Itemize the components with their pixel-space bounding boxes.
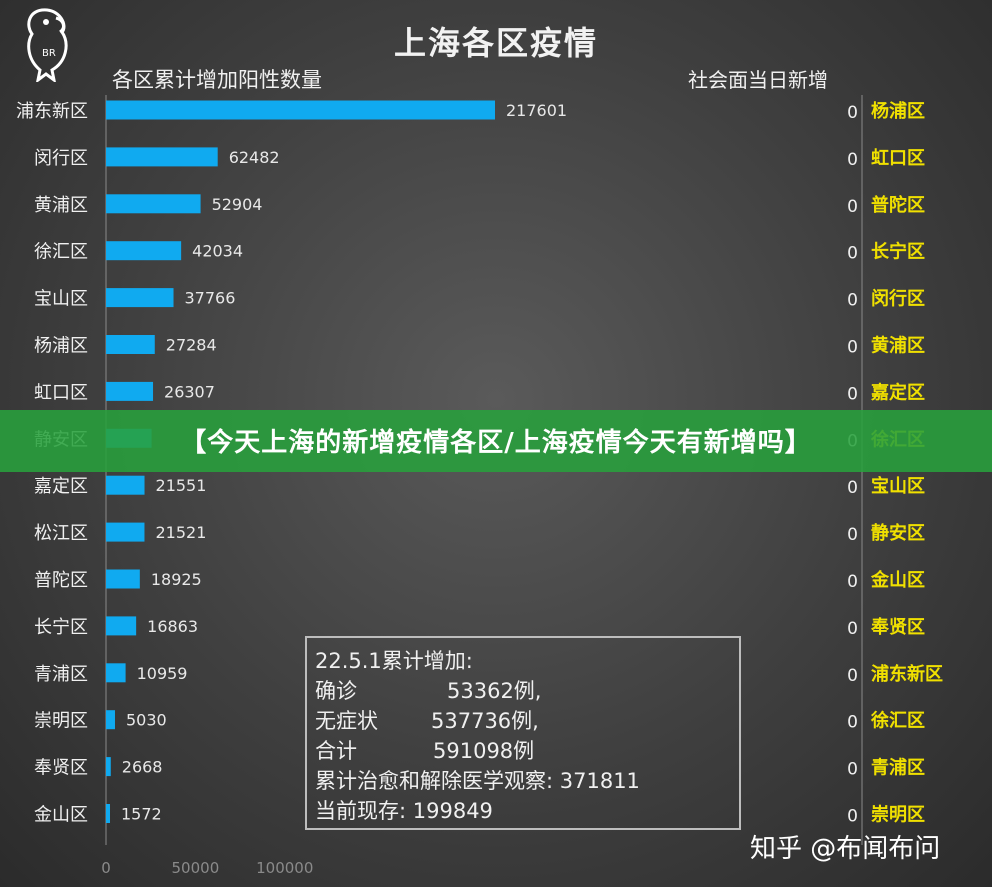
title-banner: [0, 410, 992, 472]
right-bar-value-label: 0: [847, 478, 858, 498]
bar-value-label: 10959: [137, 664, 188, 683]
bar: [106, 288, 174, 308]
bar: [106, 757, 111, 777]
bar-value-label: 62482: [229, 148, 280, 167]
bar: [106, 335, 155, 354]
bar: [106, 710, 115, 730]
right-category-label: 静安区: [871, 522, 925, 544]
category-label: 宝山区: [34, 289, 88, 310]
x-tick-label: 50000: [172, 859, 220, 877]
bar-value-label: 37766: [185, 289, 236, 308]
category-label: 青浦区: [34, 664, 88, 685]
cumulative-info-box: 22.5.1累计增加: 确诊 53362例, 无症状 537736例, 合计 5…: [305, 636, 741, 830]
right-chart-subtitle: 社会面当日新增: [688, 68, 828, 92]
right-bar-value-label: 0: [847, 103, 858, 123]
left-chart-subtitle: 各区累计增加阳性数量: [112, 68, 322, 92]
category-label: 崇明区: [34, 711, 88, 732]
right-category-label: 嘉定区: [870, 381, 925, 403]
right-bar-value-label: 0: [847, 150, 858, 170]
bar: [106, 616, 137, 636]
bar: [106, 194, 201, 214]
right-category-label: 徐汇区: [870, 710, 925, 732]
right-bar-value-label: 0: [847, 244, 858, 264]
parrot-logo: BR: [16, 4, 80, 84]
right-category-label: 金山区: [870, 569, 925, 591]
right-category-label: 浦东新区: [871, 663, 943, 685]
right-bar-value-label: 0: [847, 807, 858, 827]
bar-value-label: 26307: [164, 382, 215, 401]
logo-text: BR: [42, 48, 56, 59]
watermark: 知乎 @布闻布问: [750, 834, 941, 864]
bar-value-label: 52904: [212, 195, 263, 214]
bar: [106, 100, 495, 120]
right-category-label: 普陀区: [871, 194, 925, 216]
right-bar-value-label: 0: [847, 666, 858, 686]
bar-value-label: 18925: [151, 570, 202, 589]
category-label: 金山区: [34, 805, 88, 826]
bar: [106, 381, 154, 401]
category-label: 徐汇区: [34, 242, 88, 263]
right-bar-value-label: 0: [847, 197, 858, 217]
right-bar-value-label: 0: [847, 291, 858, 311]
bar: [106, 569, 140, 589]
right-bar-value-label: 0: [847, 384, 858, 404]
category-label: 嘉定区: [34, 476, 88, 497]
x-tick-label: 0: [101, 859, 111, 877]
right-category-label: 虹口区: [871, 147, 925, 169]
bar-value-label: 21521: [155, 523, 206, 542]
right-category-label: 崇明区: [871, 804, 925, 826]
bar-value-label: 42034: [192, 242, 243, 261]
bar-value-label: 21551: [156, 476, 207, 495]
info-value-asymptomatic: 537736例,: [431, 709, 539, 733]
right-category-label: 宝山区: [871, 475, 925, 497]
bar-value-label: 27284: [166, 336, 217, 355]
banner-text: 【今天上海的新增疫情各区/上海疫情今天有新增吗】: [180, 428, 812, 458]
right-category-label: 奉贤区: [870, 616, 925, 638]
category-label: 奉贤区: [34, 758, 88, 779]
info-value-confirmed: 53362例,: [447, 679, 542, 703]
info-label-confirmed: 确诊: [315, 679, 357, 703]
right-category-label: 长宁区: [871, 241, 925, 263]
bar: [106, 147, 218, 167]
category-label: 松江区: [34, 523, 88, 544]
bar: [106, 241, 182, 261]
right-category-label: 杨浦区: [871, 100, 925, 122]
info-value-total: 591098例: [433, 739, 535, 763]
right-bar-value-label: 0: [847, 760, 858, 780]
info-current: 当前现存: 199849: [315, 799, 493, 823]
category-label: 浦东新区: [16, 101, 88, 122]
bar-value-label: 217601: [506, 101, 567, 120]
bar: [106, 663, 126, 683]
bar: [106, 475, 145, 495]
bar-value-label: 5030: [126, 711, 167, 730]
right-bar-value-label: 0: [847, 619, 858, 639]
category-label: 闵行区: [34, 148, 88, 169]
category-label: 虹口区: [34, 382, 88, 403]
right-category-label: 黄浦区: [871, 335, 925, 357]
info-recovered: 累计治愈和解除医学观察: 371811: [315, 769, 640, 793]
chart-title: 上海各区疫情: [393, 24, 598, 62]
category-label: 杨浦区: [34, 336, 88, 357]
right-bar-value-label: 0: [847, 572, 858, 592]
right-category-label: 闵行区: [871, 288, 925, 310]
x-tick-label: 100000: [256, 859, 313, 877]
bar: [106, 804, 110, 823]
info-label-asymptomatic: 无症状: [315, 709, 378, 733]
bar-value-label: 1572: [121, 805, 162, 824]
right-category-label: 青浦区: [871, 757, 925, 779]
right-bar-value-label: 0: [847, 713, 858, 733]
right-bar-value-label: 0: [847, 338, 858, 358]
bar-value-label: 16863: [147, 617, 198, 636]
category-label: 长宁区: [34, 617, 88, 638]
bar: [106, 522, 145, 542]
info-label-total: 合计: [315, 739, 357, 763]
right-bar-value-label: 0: [847, 525, 858, 545]
category-label: 黄浦区: [34, 195, 88, 216]
info-heading: 22.5.1累计增加:: [315, 649, 473, 673]
category-label: 普陀区: [34, 570, 88, 591]
bar-value-label: 2668: [122, 758, 163, 777]
